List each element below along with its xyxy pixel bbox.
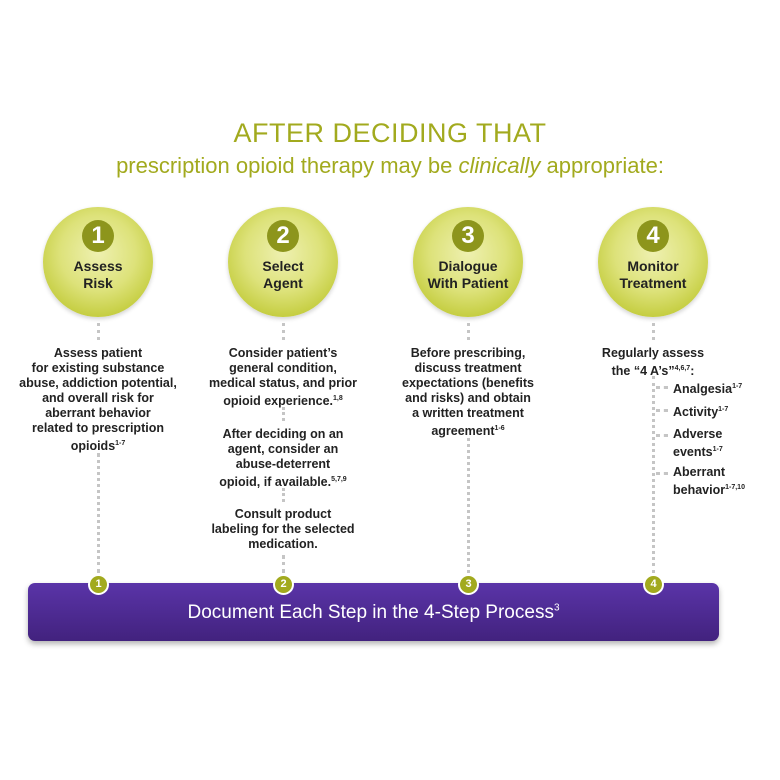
a-item-adverse-events: Adverse events1-7 — [673, 427, 723, 460]
connector-2-mid-b — [282, 488, 285, 502]
connector-2-mid-a — [282, 407, 285, 421]
step-1-description: Assess patient for existing substance ab… — [19, 346, 177, 454]
step-4-number: 4 — [637, 220, 669, 252]
step-1-label: Assess Risk — [73, 258, 123, 291]
step-4-intro: Regularly assess the “4 A’s”4,6,7: — [601, 346, 705, 379]
a-item-aberrant-behavior: Aberrant behavior1-7,10 — [673, 465, 745, 498]
step-2-number: 2 — [267, 220, 299, 252]
step-4-circle: 4 Monitor Treatment — [598, 207, 708, 317]
step-1-marker: 1 — [88, 574, 109, 595]
step-2-circle: 2 Select Agent — [228, 207, 338, 317]
a-item-analgesia: Analgesia1-7 — [673, 382, 743, 397]
step-2-description-2: After deciding on an agent, consider an … — [219, 427, 347, 490]
connector-1-bottom — [97, 453, 100, 573]
step-1-circle: 1 Assess Risk — [43, 207, 153, 317]
step-2-description-1: Consider patient’s general condition, me… — [209, 346, 357, 409]
step-3-label: Dialogue With Patient — [427, 258, 509, 291]
step-2-label: Select Agent — [262, 258, 304, 291]
connector-2-top — [282, 323, 285, 340]
connector-4-top — [652, 323, 655, 340]
connector-1-top — [97, 323, 100, 340]
step-3-marker: 3 — [458, 574, 479, 595]
step-4-label: Monitor Treatment — [619, 258, 687, 291]
branch-activity — [656, 409, 668, 412]
step-3-description: Before prescribing, discuss treatment ex… — [402, 346, 534, 439]
step-2-description-3: Consult product labeling for the selecte… — [211, 507, 355, 551]
bar-text: Document Each Step in the 4-Step Process… — [187, 602, 560, 623]
title-line-1: AFTER DECIDING THAT — [233, 118, 547, 148]
connector-3-bottom — [467, 438, 470, 573]
connector-2-bottom — [282, 555, 285, 573]
step-1-number: 1 — [82, 220, 114, 252]
a-item-activity: Activity1-7 — [673, 405, 729, 420]
step-3-circle: 3 Dialogue With Patient — [413, 207, 523, 317]
document-each-step-bar: Document Each Step in the 4-Step Process… — [28, 583, 719, 641]
step-3-number: 3 — [452, 220, 484, 252]
step-4-marker: 4 — [643, 574, 664, 595]
connector-4-bottom — [652, 376, 655, 573]
branch-adverse — [656, 434, 668, 437]
branch-aberrant — [656, 472, 668, 475]
title-line-2: prescription opioid therapy may be clini… — [116, 153, 664, 178]
step-2-marker: 2 — [273, 574, 294, 595]
connector-3-top — [467, 323, 470, 340]
branch-analgesia — [656, 386, 668, 389]
